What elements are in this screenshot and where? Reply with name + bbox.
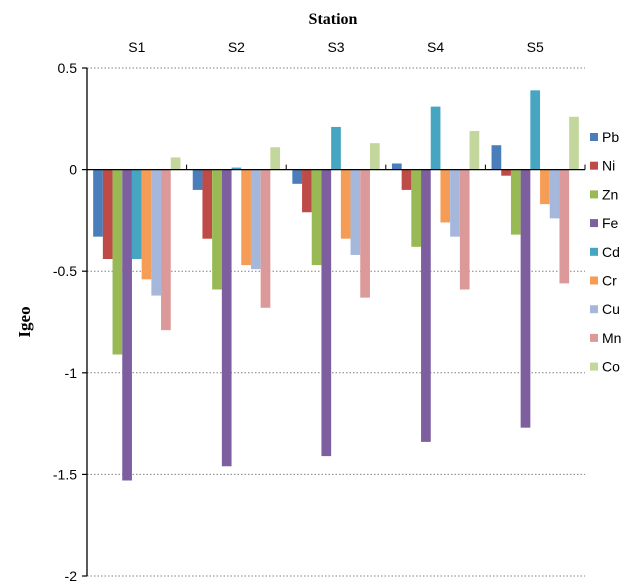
y-tick-label: -0.5 — [53, 263, 77, 279]
y-tick-label: -1.5 — [53, 466, 77, 482]
legend-label-cd: Cd — [602, 244, 620, 260]
bar-pb-s3 — [292, 169, 303, 184]
category-label-s1: S1 — [128, 39, 145, 55]
y-tick-label: 0.5 — [58, 60, 78, 76]
legend-swatch-cd — [590, 247, 598, 256]
bar-ni-s2 — [202, 169, 213, 239]
bar-zn-s5 — [510, 169, 521, 235]
bar-pb-s2 — [192, 169, 203, 190]
bar-cr-s3 — [340, 169, 351, 239]
bar-ni-s3 — [302, 169, 312, 213]
bar-fe-s1 — [122, 169, 132, 481]
legend-swatch-cu — [590, 305, 598, 314]
bar-cd-s2 — [231, 167, 242, 170]
bar-mn-s2 — [260, 169, 271, 308]
y-axis-label: Igeo — [15, 306, 34, 337]
bar-cu-s1 — [151, 169, 162, 296]
y-tick-label: -2 — [65, 568, 78, 584]
legend-label-mn: Mn — [602, 330, 621, 346]
category-label-s4: S4 — [427, 39, 444, 55]
bar-fe-s3 — [321, 169, 332, 457]
bar-cd-s5 — [530, 90, 541, 170]
bar-cr-s4 — [440, 169, 451, 223]
chart-title: Station — [309, 11, 358, 28]
bar-cu-s5 — [549, 169, 560, 219]
legend: Pb Ni Zn Fe Cd Cr Cu Mn Co — [590, 129, 621, 375]
bar-zn-s2 — [212, 169, 222, 290]
bar-co-s1 — [170, 157, 181, 170]
legend-label-pb: Pb — [602, 129, 619, 145]
legend-swatch-cr — [590, 276, 598, 285]
category-label-s3: S3 — [327, 39, 344, 55]
bar-mn-s5 — [559, 169, 570, 284]
bar-cd-s1 — [131, 169, 142, 260]
bar-cu-s2 — [250, 169, 261, 270]
legend-swatch-ni — [590, 161, 598, 170]
legend-swatch-pb — [590, 133, 598, 141]
legend-label-cr: Cr — [602, 273, 617, 289]
legend-label-fe: Fe — [602, 215, 619, 231]
bar-mn-s4 — [459, 169, 470, 290]
y-tick-label: 0 — [69, 162, 77, 178]
bar-cd-s4 — [430, 106, 441, 170]
bar-fe-s5 — [520, 169, 531, 428]
bar-cd-s3 — [331, 126, 341, 170]
bar-co-s5 — [569, 116, 579, 170]
legend-label-cu: Cu — [602, 301, 620, 317]
bar-mn-s3 — [360, 169, 370, 298]
bar-cu-s3 — [350, 169, 361, 255]
gridlines — [87, 67, 585, 577]
bar-pb-s1 — [93, 169, 103, 237]
bar-cu-s4 — [450, 169, 460, 237]
y-tick-label: -1 — [65, 365, 78, 381]
bars — [93, 90, 579, 481]
legend-label-zn: Zn — [602, 186, 618, 202]
legend-swatch-co — [590, 362, 598, 371]
legend-label-ni: Ni — [602, 158, 615, 174]
axes — [82, 67, 586, 577]
bar-fe-s2 — [221, 169, 232, 467]
legend-label-co: Co — [602, 359, 620, 375]
bar-zn-s3 — [311, 169, 322, 266]
category-labels: S1 S2 S3 S4 S5 — [128, 39, 544, 55]
bar-pb-s5 — [491, 145, 502, 170]
bar-fe-s4 — [421, 169, 431, 442]
y-tick-labels: 0.5 0 -0.5 -1 -1.5 -2 — [53, 60, 77, 584]
bar-ni-s1 — [102, 169, 113, 260]
category-label-s5: S5 — [527, 39, 544, 55]
bar-zn-s4 — [411, 169, 422, 247]
bar-mn-s1 — [161, 169, 171, 331]
bar-pb-s4 — [391, 163, 402, 170]
bar-zn-s1 — [112, 169, 123, 355]
category-label-s2: S2 — [228, 39, 245, 55]
bar-cr-s5 — [540, 169, 550, 205]
legend-swatch-mn — [590, 333, 598, 342]
bar-co-s2 — [270, 147, 281, 170]
bar-co-s4 — [469, 130, 480, 170]
bar-co-s3 — [369, 143, 380, 170]
legend-swatch-fe — [590, 219, 598, 228]
bar-cr-s2 — [241, 169, 251, 266]
bar-cr-s1 — [141, 169, 152, 280]
bar-ni-s4 — [401, 169, 412, 190]
legend-swatch-zn — [590, 190, 598, 199]
bar-ni-s5 — [501, 169, 511, 176]
